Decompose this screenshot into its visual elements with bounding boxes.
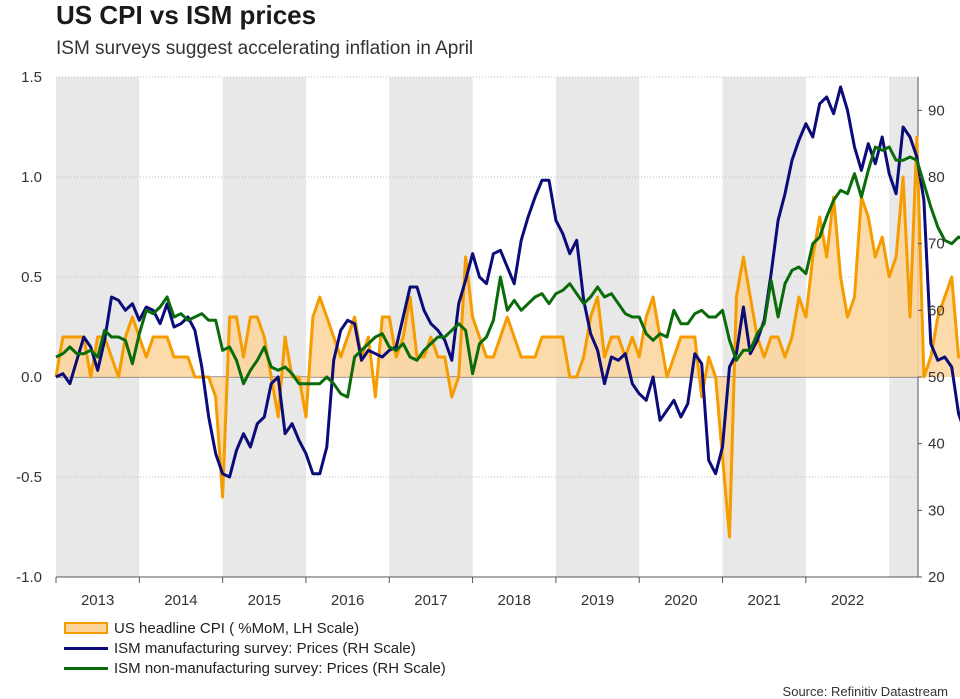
legend: US headline CPI ( %MoM, LH Scale) ISM ma… [64, 618, 446, 678]
x-tick-label: 2020 [664, 592, 697, 609]
legend-item-cpi: US headline CPI ( %MoM, LH Scale) [64, 618, 446, 638]
x-axis: 2013 2014 2015 2016 2017 2018 2019 2020 2021 2022 [55, 577, 864, 609]
cpi-area [56, 137, 960, 537]
x-tick-label: 2018 [498, 592, 531, 609]
right-tick-label: 80 [928, 169, 945, 186]
x-tick-label: 2015 [248, 592, 281, 609]
legend-swatch-ism-mfg [64, 646, 108, 650]
source-note: Source: Refinitiv Datastream [782, 684, 948, 699]
x-tick-label: 2014 [164, 592, 197, 609]
x-tick-label: 2022 [831, 592, 864, 609]
x-tick-label: 2013 [81, 592, 114, 609]
ism-non-manufacturing-line [55, 145, 960, 399]
left-tick-label: 1.5 [21, 69, 42, 86]
ism-manufacturing-line [55, 85, 960, 479]
left-tick-label: 0.5 [21, 269, 42, 286]
right-axis: 20 30 40 50 60 70 80 90 [918, 102, 945, 586]
left-axis: -1.0 -0.5 0.0 0.5 1.0 1.5 [16, 69, 42, 586]
series-lines [54, 85, 960, 539]
right-tick-label: 50 [928, 369, 945, 386]
year-bands [56, 77, 918, 577]
left-tick-label: 0.0 [21, 369, 42, 386]
legend-swatch-ism-nonmfg [64, 666, 108, 670]
legend-item-ism-mfg: ISM manufacturing survey: Prices (RH Sca… [64, 638, 446, 658]
chart-title: US CPI vs ISM prices [56, 0, 317, 30]
legend-label-ism-nonmfg: ISM non-manufacturing survey: Prices (RH… [114, 659, 446, 677]
cpi-area-fill [56, 137, 960, 537]
right-tick-label: 40 [928, 436, 945, 453]
right-tick-label: 90 [928, 102, 945, 119]
chart-subtitle: ISM surveys suggest accelerating inflati… [56, 38, 474, 59]
left-tick-label: -0.5 [16, 469, 42, 486]
right-tick-label: 70 [928, 236, 945, 253]
legend-item-ism-nonmfg: ISM non-manufacturing survey: Prices (RH… [64, 658, 446, 678]
right-tick-label: 20 [928, 569, 945, 586]
cpi-line [54, 135, 960, 539]
year-band-2013 [56, 77, 140, 577]
right-tick-label: 60 [928, 302, 945, 319]
legend-swatch-cpi [64, 622, 108, 634]
legend-label-cpi: US headline CPI ( %MoM, LH Scale) [114, 619, 360, 637]
year-band-2017 [389, 77, 473, 577]
right-tick-label: 30 [928, 502, 945, 519]
x-tick-label: 2016 [331, 592, 364, 609]
left-tick-label: 1.0 [21, 169, 42, 186]
x-tick-label: 2021 [748, 592, 781, 609]
x-tick-label: 2017 [414, 592, 447, 609]
x-tick-label: 2019 [581, 592, 614, 609]
legend-label-ism-mfg: ISM manufacturing survey: Prices (RH Sca… [114, 639, 416, 657]
left-tick-label: -1.0 [16, 569, 42, 586]
